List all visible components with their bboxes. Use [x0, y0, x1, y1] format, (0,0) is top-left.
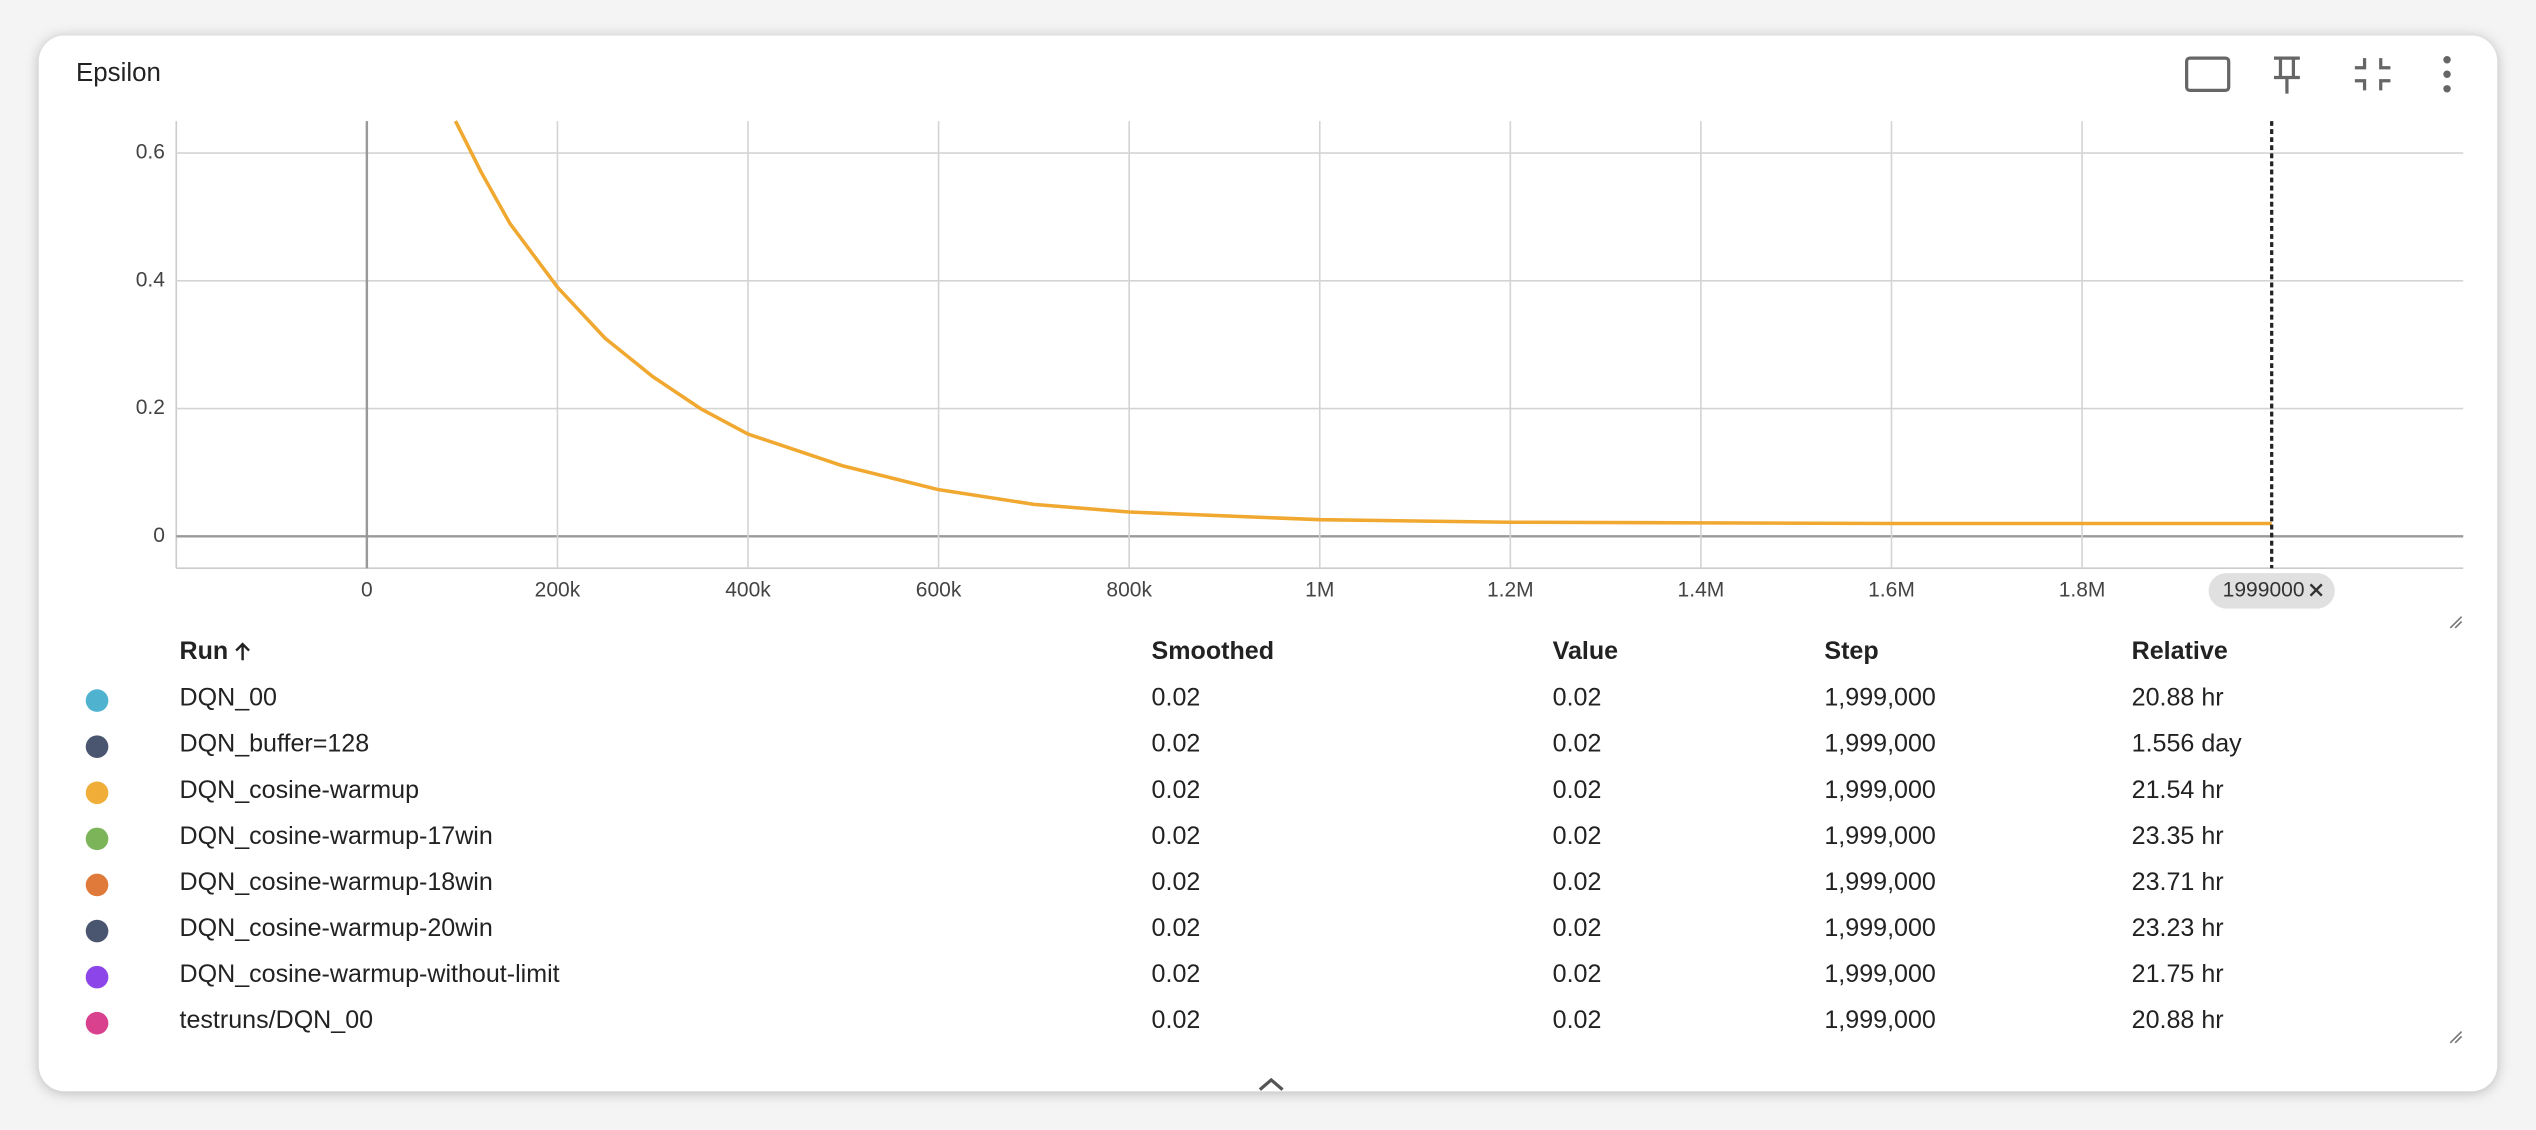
table-cell: DQN_buffer=128 [180, 730, 370, 758]
table-cell: 21.75 hr [2132, 960, 2224, 988]
x-tick-label: 0 [361, 578, 373, 601]
table-cell: 0.02 [1152, 1006, 1201, 1034]
table-cell: 20.88 hr [2132, 1006, 2224, 1034]
table-cell: DQN_cosine-warmup-20win [180, 914, 493, 942]
table-cell: 0.02 [1553, 822, 1602, 850]
column-header: Run [180, 637, 229, 665]
cursor-label: 1999000 [2223, 578, 2305, 601]
cursor-remove[interactable] [2309, 583, 2323, 597]
run-color [85, 1011, 109, 1035]
x-tick-label: 800k [1106, 578, 1152, 601]
table-cell: 1,999,000 [1824, 684, 1935, 712]
x-tick-label: 1M [1305, 578, 1334, 601]
toolbar [2185, 56, 2391, 94]
run-color [85, 781, 109, 805]
column-header: Smoothed [1152, 637, 1274, 665]
run-color [85, 735, 109, 758]
table-cell: 1,999,000 [1824, 914, 1935, 942]
table-cell: 0.02 [1152, 822, 1201, 850]
x-tick-label: 1.2M [1487, 578, 1534, 601]
run-color [85, 827, 109, 851]
table-cell: 0.02 [1553, 684, 1602, 712]
cursor-chip [2208, 573, 2335, 609]
table-cell: 23.23 hr [2132, 914, 2224, 942]
table-cell: 23.71 hr [2132, 868, 2224, 896]
table-cell: 0.02 [1553, 776, 1602, 804]
table-cell: DQN_00 [180, 684, 277, 712]
resize-handle[interactable] [2449, 616, 2463, 629]
collapse-button[interactable] [2354, 58, 2391, 91]
table-cell: 1,999,000 [1824, 1006, 1935, 1034]
card-title: Epsilon [76, 59, 161, 87]
table-cell: 0.02 [1553, 960, 1602, 988]
run-color [85, 873, 109, 897]
column-header: Relative [2132, 637, 2228, 665]
menu-button[interactable] [2443, 56, 2451, 93]
table-cell: 0.02 [1152, 684, 1201, 712]
sort-arrow [235, 642, 250, 661]
table-cell: 1,999,000 [1824, 868, 1935, 896]
table-cell: 23.35 hr [2132, 822, 2224, 850]
table-cell: 0.02 [1553, 730, 1602, 758]
pin-button[interactable] [2273, 56, 2300, 94]
run-color [85, 965, 109, 989]
table-cell: 1.556 day [2132, 730, 2243, 758]
x-tick-label: 1.8M [2059, 578, 2106, 601]
table-cell: DQN_cosine-warmup [180, 776, 419, 804]
run-color [85, 689, 109, 712]
table-cell: 20.88 hr [2132, 684, 2224, 712]
run-color [85, 919, 109, 943]
table-cell: 0.02 [1152, 776, 1201, 804]
table-cell: 0.02 [1553, 1006, 1602, 1034]
expand-caret[interactable] [1258, 1077, 1284, 1091]
y-tick-label: 0 [153, 524, 165, 547]
table-cell: 0.02 [1553, 914, 1602, 942]
table-cell: DQN_cosine-warmup-18win [180, 868, 493, 896]
table-cell: 0.02 [1152, 730, 1201, 758]
table-cell: 1,999,000 [1824, 730, 1935, 758]
table-cell: 1,999,000 [1824, 822, 1935, 850]
x-tick-label: 400k [725, 578, 771, 601]
table-cell: DQN_cosine-warmup-without-limit [180, 960, 560, 988]
table-cell: testruns/DQN_00 [180, 1006, 374, 1034]
resize-handle[interactable] [2449, 1030, 2463, 1044]
table-cell: 0.02 [1553, 868, 1602, 896]
table-cell: 0.02 [1152, 914, 1201, 942]
table-cell: 1,999,000 [1824, 960, 1935, 988]
column-header: Step [1824, 637, 1878, 665]
x-tick-label: 1.4M [1678, 578, 1725, 601]
table-cell: 21.54 hr [2132, 776, 2224, 804]
x-tick-label: 600k [916, 578, 962, 601]
table-cell: 0.02 [1152, 868, 1201, 896]
table-cell: 1,999,000 [1824, 776, 1935, 804]
table-cell: DQN_cosine-warmup-17win [180, 822, 493, 850]
y-tick-label: 0.2 [136, 396, 165, 419]
series-line [453, 120, 2272, 526]
y-tick-label: 0.6 [136, 141, 165, 164]
card [38, 35, 2498, 1092]
x-tick-label: 1.6M [1868, 578, 1915, 601]
plot: 0 0.2 0.4 0.6 0 200k 400k 600k 800k 1M 1.2M 1.4M 1.6… [136, 120, 2464, 609]
x-tick-label: 200k [535, 578, 581, 601]
run-table: Run Smoothed Value Step Relative DQN_00 0.02 0.… [85, 637, 2243, 1035]
fit-button[interactable] [2185, 56, 2231, 93]
y-tick-label: 0.4 [136, 268, 166, 291]
column-header: Value [1553, 637, 1619, 665]
table-cell: 0.02 [1152, 960, 1201, 988]
